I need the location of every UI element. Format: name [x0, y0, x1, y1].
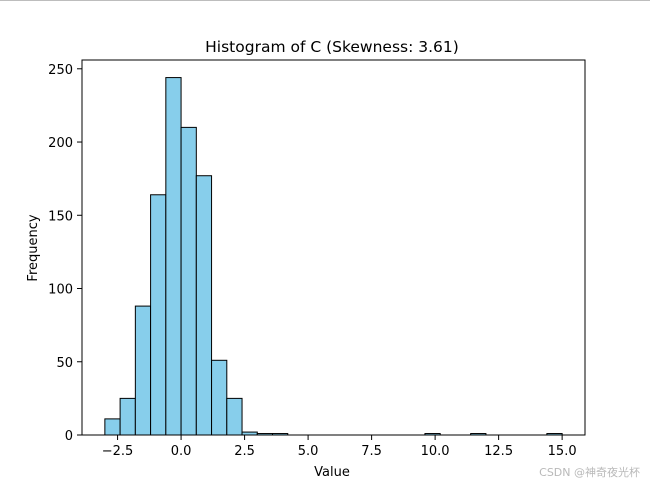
histogram-bar	[119, 397, 136, 436]
y-tick-label: 100	[48, 283, 73, 298]
x-tick-label: 7.5	[361, 444, 382, 459]
x-tick-label: 15.0	[548, 444, 577, 459]
y-tick-label: 150	[48, 209, 73, 224]
histogram-bar	[134, 305, 152, 436]
x-axis-ticks: −2.5 0.0 2.5 5.0 7.5 10.0 12.5 15.0	[102, 435, 577, 459]
histogram-bar	[165, 77, 182, 436]
x-tick-label: 12.5	[484, 444, 513, 459]
y-tick-label: 250	[48, 63, 73, 78]
x-tick-label: 0.0	[171, 444, 192, 459]
chart-title: Histogram of C (Skewness: 3.61)	[205, 38, 459, 56]
x-tick-label: 2.5	[234, 444, 255, 459]
x-tick-label: −2.5	[102, 444, 134, 459]
top-border-line	[0, 0, 650, 1]
y-axis-ticks: 0 50 100 150 200 250	[48, 63, 82, 444]
histogram-bar	[180, 126, 197, 436]
x-tick-label: 5.0	[298, 444, 319, 459]
histogram-bar	[211, 359, 228, 436]
watermark-text: CSDN @神奇夜光杯	[539, 466, 640, 479]
plot-frame	[81, 59, 586, 436]
histogram-bar	[226, 397, 243, 436]
x-axis-label: Value	[314, 465, 350, 480]
histogram-bar	[150, 194, 167, 436]
x-tick-label: 10.0	[421, 444, 450, 459]
histogram-bar	[104, 418, 121, 436]
histogram-bar	[195, 175, 213, 436]
y-tick-label: 200	[48, 136, 73, 151]
bars-group	[104, 77, 563, 436]
y-axis-label: Frequency	[26, 214, 41, 281]
y-tick-label: 50	[56, 356, 73, 371]
y-tick-label: 0	[65, 429, 73, 444]
